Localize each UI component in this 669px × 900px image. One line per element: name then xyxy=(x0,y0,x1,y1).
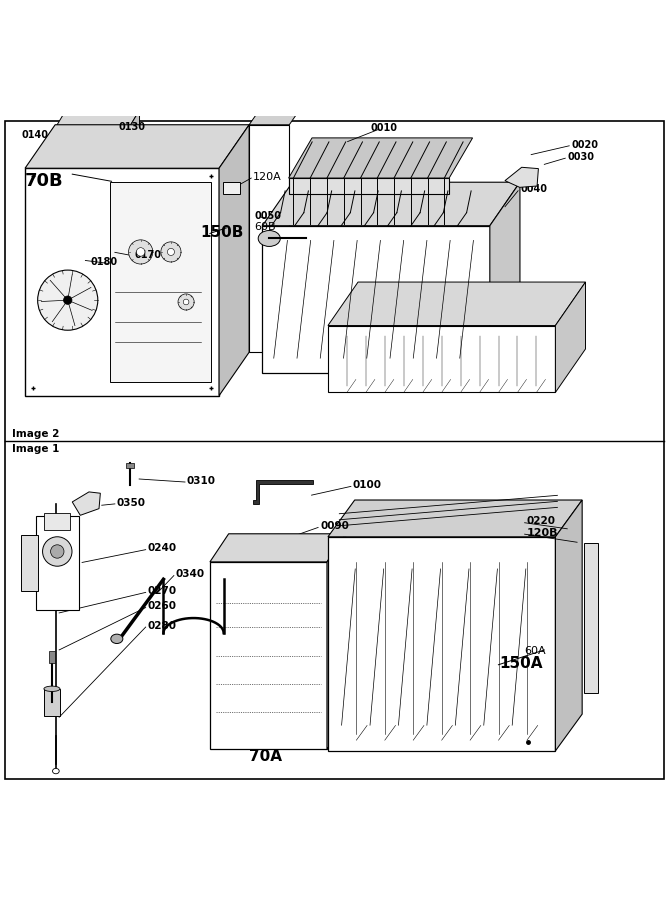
Bar xyxy=(25,168,219,396)
Bar xyxy=(328,536,555,751)
Circle shape xyxy=(136,248,145,256)
Circle shape xyxy=(161,242,181,262)
Polygon shape xyxy=(253,481,313,504)
Text: 120B: 120B xyxy=(527,527,558,538)
FancyBboxPatch shape xyxy=(50,652,55,663)
FancyBboxPatch shape xyxy=(44,513,70,530)
Text: 0030: 0030 xyxy=(567,152,594,162)
Text: 0090: 0090 xyxy=(320,521,349,531)
Text: 150B: 150B xyxy=(200,225,244,239)
Polygon shape xyxy=(219,125,249,396)
Bar xyxy=(262,226,490,373)
Ellipse shape xyxy=(258,230,280,247)
FancyBboxPatch shape xyxy=(223,183,240,194)
Text: 0020: 0020 xyxy=(572,140,599,149)
FancyBboxPatch shape xyxy=(54,130,128,194)
Text: 0310: 0310 xyxy=(187,476,216,486)
Polygon shape xyxy=(327,534,346,749)
Text: 70A: 70A xyxy=(250,750,282,764)
Ellipse shape xyxy=(52,769,59,774)
FancyBboxPatch shape xyxy=(62,141,120,182)
Bar xyxy=(288,178,449,194)
Polygon shape xyxy=(328,282,585,326)
Text: 0280: 0280 xyxy=(148,621,177,631)
Bar xyxy=(110,182,211,382)
Circle shape xyxy=(167,248,175,256)
Polygon shape xyxy=(555,500,582,751)
Circle shape xyxy=(128,239,153,264)
Text: 60A: 60A xyxy=(524,645,547,655)
Text: 150A: 150A xyxy=(500,656,543,670)
Text: 70B: 70B xyxy=(25,172,64,190)
Circle shape xyxy=(64,296,72,304)
Circle shape xyxy=(178,294,194,310)
Text: 0240: 0240 xyxy=(148,544,177,554)
Bar xyxy=(249,125,289,352)
Polygon shape xyxy=(249,107,301,125)
Text: 0140: 0140 xyxy=(21,130,48,140)
FancyBboxPatch shape xyxy=(126,464,134,468)
Bar xyxy=(35,516,79,609)
Text: Image 1: Image 1 xyxy=(12,444,60,454)
Text: 0180: 0180 xyxy=(90,257,118,267)
Polygon shape xyxy=(490,182,520,373)
Circle shape xyxy=(183,299,189,305)
Text: 0270: 0270 xyxy=(148,586,177,596)
Bar xyxy=(210,562,327,749)
Circle shape xyxy=(37,270,98,330)
Polygon shape xyxy=(505,167,539,187)
Polygon shape xyxy=(328,500,582,536)
Polygon shape xyxy=(262,182,520,226)
Polygon shape xyxy=(210,534,346,562)
Ellipse shape xyxy=(111,634,123,644)
Polygon shape xyxy=(72,492,100,516)
Text: 0260: 0260 xyxy=(148,601,177,611)
Polygon shape xyxy=(25,125,249,168)
Text: 120A: 120A xyxy=(253,172,281,182)
Text: 0010: 0010 xyxy=(371,122,397,132)
Text: 0100: 0100 xyxy=(353,480,382,490)
Text: 0170: 0170 xyxy=(134,250,161,260)
Polygon shape xyxy=(54,110,140,130)
Ellipse shape xyxy=(44,686,60,691)
Circle shape xyxy=(43,536,72,566)
Polygon shape xyxy=(128,110,140,194)
Text: 0350: 0350 xyxy=(117,498,146,508)
Text: 0130: 0130 xyxy=(118,122,145,132)
Text: 60B: 60B xyxy=(254,222,276,232)
FancyBboxPatch shape xyxy=(44,688,60,716)
Text: Image 2: Image 2 xyxy=(12,428,60,438)
Bar xyxy=(21,535,37,590)
Bar xyxy=(583,543,598,693)
Text: 0220: 0220 xyxy=(527,517,555,526)
Text: 0040: 0040 xyxy=(520,184,547,194)
Bar xyxy=(328,326,555,392)
Circle shape xyxy=(51,544,64,558)
Text: 0340: 0340 xyxy=(176,569,205,580)
Polygon shape xyxy=(555,282,585,392)
Polygon shape xyxy=(288,138,472,178)
Text: 0050: 0050 xyxy=(254,211,282,220)
